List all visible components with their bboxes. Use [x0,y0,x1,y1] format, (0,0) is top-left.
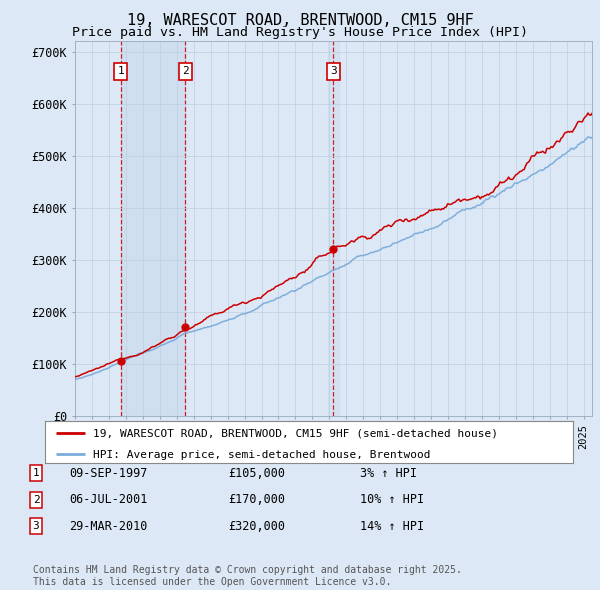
Text: 2: 2 [32,495,40,504]
Text: HPI: Average price, semi-detached house, Brentwood: HPI: Average price, semi-detached house,… [92,450,430,460]
Text: 3% ↑ HPI: 3% ↑ HPI [360,467,417,480]
Text: 14% ↑ HPI: 14% ↑ HPI [360,520,424,533]
Text: £105,000: £105,000 [228,467,285,480]
Text: 09-SEP-1997: 09-SEP-1997 [69,467,148,480]
Text: 19, WARESCOT ROAD, BRENTWOOD, CM15 9HF: 19, WARESCOT ROAD, BRENTWOOD, CM15 9HF [127,13,473,28]
Bar [121,41,185,416]
Bar [328,41,338,416]
Text: 2: 2 [182,66,189,76]
Text: 06-JUL-2001: 06-JUL-2001 [69,493,148,506]
Text: 1: 1 [117,66,124,76]
Text: 3: 3 [330,66,337,76]
Text: £170,000: £170,000 [228,493,285,506]
Text: £320,000: £320,000 [228,520,285,533]
Text: 19, WARESCOT ROAD, BRENTWOOD, CM15 9HF (semi-detached house): 19, WARESCOT ROAD, BRENTWOOD, CM15 9HF (… [92,428,497,438]
Text: 3: 3 [32,522,40,531]
Text: Contains HM Land Registry data © Crown copyright and database right 2025.
This d: Contains HM Land Registry data © Crown c… [33,565,462,587]
Text: 1: 1 [32,468,40,478]
Text: 10% ↑ HPI: 10% ↑ HPI [360,493,424,506]
Text: 29-MAR-2010: 29-MAR-2010 [69,520,148,533]
Text: Price paid vs. HM Land Registry's House Price Index (HPI): Price paid vs. HM Land Registry's House … [72,26,528,39]
